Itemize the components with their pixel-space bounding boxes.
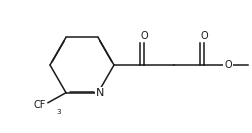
Text: N: N xyxy=(96,88,104,98)
Text: O: O xyxy=(200,31,208,41)
Text: 3: 3 xyxy=(56,109,61,115)
Text: O: O xyxy=(224,60,232,70)
Text: CF: CF xyxy=(34,100,46,110)
Text: O: O xyxy=(140,31,148,41)
